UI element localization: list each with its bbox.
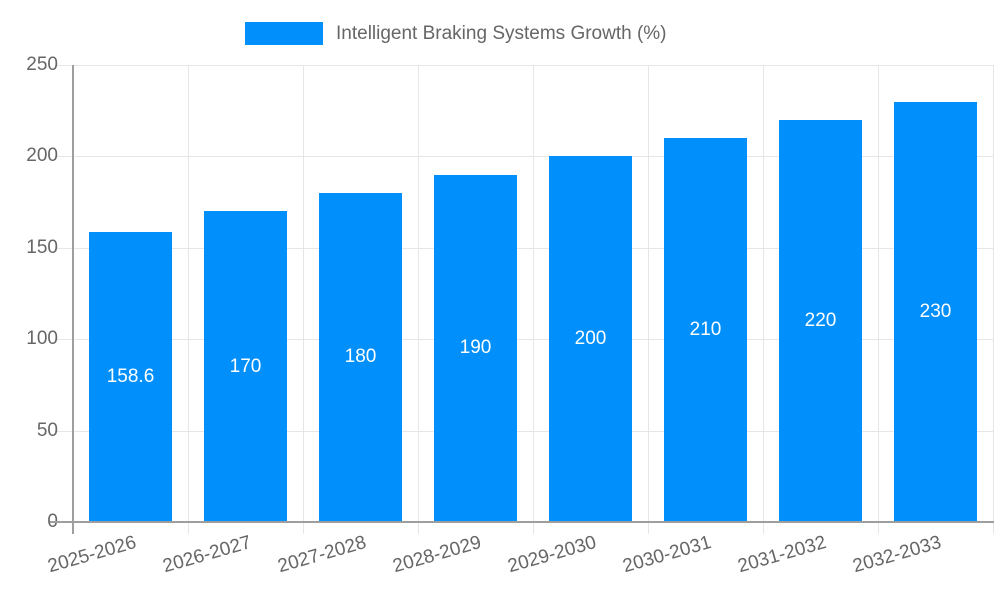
x-gridline	[763, 65, 764, 522]
x-gridline	[188, 65, 189, 522]
y-axis-label: 250	[0, 54, 58, 76]
x-axis-tick	[763, 522, 764, 534]
y-axis-tick	[55, 247, 73, 249]
y-axis-label: 200	[0, 145, 58, 167]
bar[interactable]: 220	[779, 119, 862, 522]
bar[interactable]: 180	[319, 192, 402, 522]
bar[interactable]: 158.6	[89, 232, 172, 522]
bar-value-label: 180	[344, 346, 377, 368]
bar[interactable]: 200	[549, 156, 632, 522]
y-axis-label-text: 150	[26, 236, 58, 258]
bar-value-label: 200	[574, 328, 607, 350]
y-axis-tick	[55, 339, 73, 341]
x-axis-label: 2027-2028	[275, 532, 368, 578]
x-gridline	[418, 65, 419, 522]
bar[interactable]: 170	[204, 211, 287, 522]
x-axis-label: 2025-2026	[45, 532, 138, 578]
x-axis-line	[73, 521, 994, 523]
x-gridline	[993, 65, 994, 522]
y-axis-tick	[55, 156, 73, 158]
bar-value-label: 220	[804, 309, 837, 331]
x-gridline	[533, 65, 534, 522]
legend[interactable]: Intelligent Braking Systems Growth (%)	[245, 22, 667, 45]
bar-value-label: 190	[459, 337, 492, 359]
x-axis-tick	[533, 522, 534, 534]
x-axis-tick	[993, 522, 994, 534]
x-axis-label: 2026-2027	[160, 532, 253, 578]
x-axis-tick	[648, 522, 649, 534]
y-axis-label: 50	[0, 420, 58, 442]
bar-value-label: 158.6	[106, 366, 155, 388]
x-gridline	[648, 65, 649, 522]
x-axis-label-text: 2027-2028	[275, 532, 369, 578]
y-axis-label-text: 50	[36, 419, 58, 441]
x-axis-label-text: 2029-2030	[505, 532, 599, 578]
bar[interactable]: 210	[664, 138, 747, 522]
x-axis-label: 2031-2032	[735, 532, 828, 578]
x-axis-label: 2032-2033	[850, 532, 943, 578]
y-axis-label-text: 250	[26, 54, 58, 75]
x-gridline	[878, 65, 879, 522]
x-axis-tick	[878, 522, 879, 534]
bar[interactable]: 230	[894, 101, 977, 522]
x-axis-label: 2028-2029	[390, 532, 483, 578]
bar-value-label: 210	[689, 319, 722, 341]
legend-label: Intelligent Braking Systems Growth (%)	[336, 23, 667, 44]
legend-swatch	[245, 22, 323, 45]
x-axis-tick	[303, 522, 304, 534]
y-axis-label: 100	[0, 328, 58, 350]
bar-value-label: 230	[919, 300, 952, 322]
x-axis-label: 2030-2031	[620, 532, 713, 578]
x-axis-label-text: 2031-2032	[735, 532, 829, 578]
y-axis-line	[72, 65, 74, 534]
x-axis-label-text: 2028-2029	[390, 532, 484, 578]
bar[interactable]: 190	[434, 174, 517, 522]
bar-value-label: 170	[229, 355, 262, 377]
x-axis-label-text: 2026-2027	[160, 532, 254, 578]
y-axis-label: 150	[0, 237, 58, 259]
y-axis-label-text: 100	[26, 328, 58, 350]
y-axis-tick	[55, 65, 73, 66]
x-axis-label-text: 2030-2031	[620, 532, 714, 578]
y-axis-label-text: 200	[26, 145, 58, 167]
x-axis-label: 2029-2030	[505, 532, 598, 578]
x-axis-tick	[188, 522, 189, 534]
x-gridline	[303, 65, 304, 522]
x-axis-tick	[418, 522, 419, 534]
y-axis-tick	[55, 430, 73, 432]
x-axis-label-text: 2025-2026	[45, 532, 139, 578]
x-axis-zero-tick	[50, 521, 73, 523]
x-axis-label-text: 2032-2033	[850, 532, 944, 578]
